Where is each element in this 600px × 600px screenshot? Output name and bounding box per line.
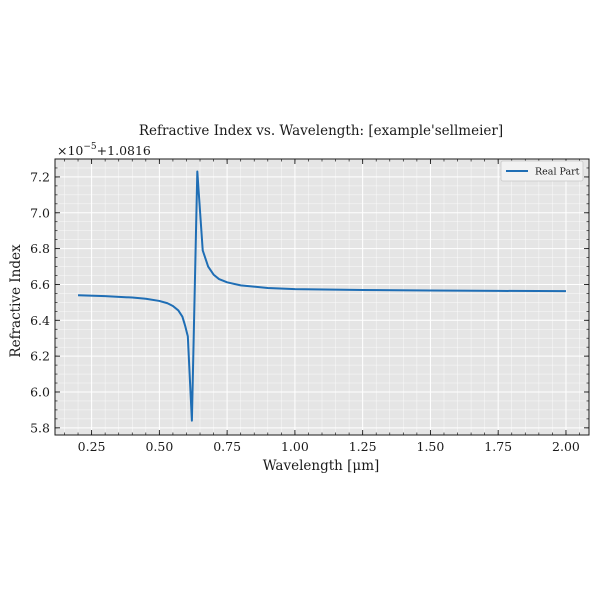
y-offset-exponent: −5 [83, 142, 97, 152]
y-tick-label: 6.4 [30, 313, 50, 328]
x-tick-label: 0.50 [145, 439, 173, 454]
y-tick-label: 6.0 [30, 384, 50, 399]
x-tick-label: 2.00 [552, 439, 580, 454]
y-tick-label: 5.8 [30, 420, 50, 435]
chart-title: Refractive Index vs. Wavelength: [exampl… [139, 123, 503, 139]
x-tick-label: 1.25 [349, 439, 377, 454]
legend: Real Part [500, 160, 584, 182]
x-tick-label: 1.50 [417, 439, 445, 454]
y-tick-label: 6.8 [30, 241, 50, 256]
series-group [78, 170, 566, 422]
y-tick-label: 6.2 [30, 349, 50, 364]
y-tick-label: 6.6 [30, 277, 50, 292]
y-axis-label: Refractive Index [8, 244, 24, 358]
plot-area [54, 158, 590, 436]
x-axis-label: Wavelength [μm] [263, 458, 380, 474]
x-tick-label: 1.75 [484, 439, 512, 454]
x-tick-label: 0.75 [213, 439, 241, 454]
legend-box [500, 160, 584, 182]
y-tick-labels: 5.8 6.0 6.2 6.4 6.6 6.8 7.0 7.2 [30, 169, 50, 435]
x-tick-label: 0.25 [78, 439, 106, 454]
series-line-real-part [78, 170, 566, 422]
y-offset-label: ×10−5+1.0816 [57, 142, 151, 158]
y-tick-label: 7.0 [30, 205, 50, 220]
grid-lines [55, 158, 589, 435]
tick-marks [55, 158, 589, 435]
y-tick-label: 7.2 [30, 169, 50, 184]
x-tick-label: 1.00 [281, 439, 309, 454]
x-tick-labels: 0.25 0.50 0.75 1.00 1.25 1.50 1.75 2.00 [78, 439, 580, 454]
y-offset-prefix: ×10 [57, 143, 83, 158]
y-offset-suffix: +1.0816 [97, 143, 151, 158]
legend-label-real-part: Real Part [535, 167, 580, 178]
